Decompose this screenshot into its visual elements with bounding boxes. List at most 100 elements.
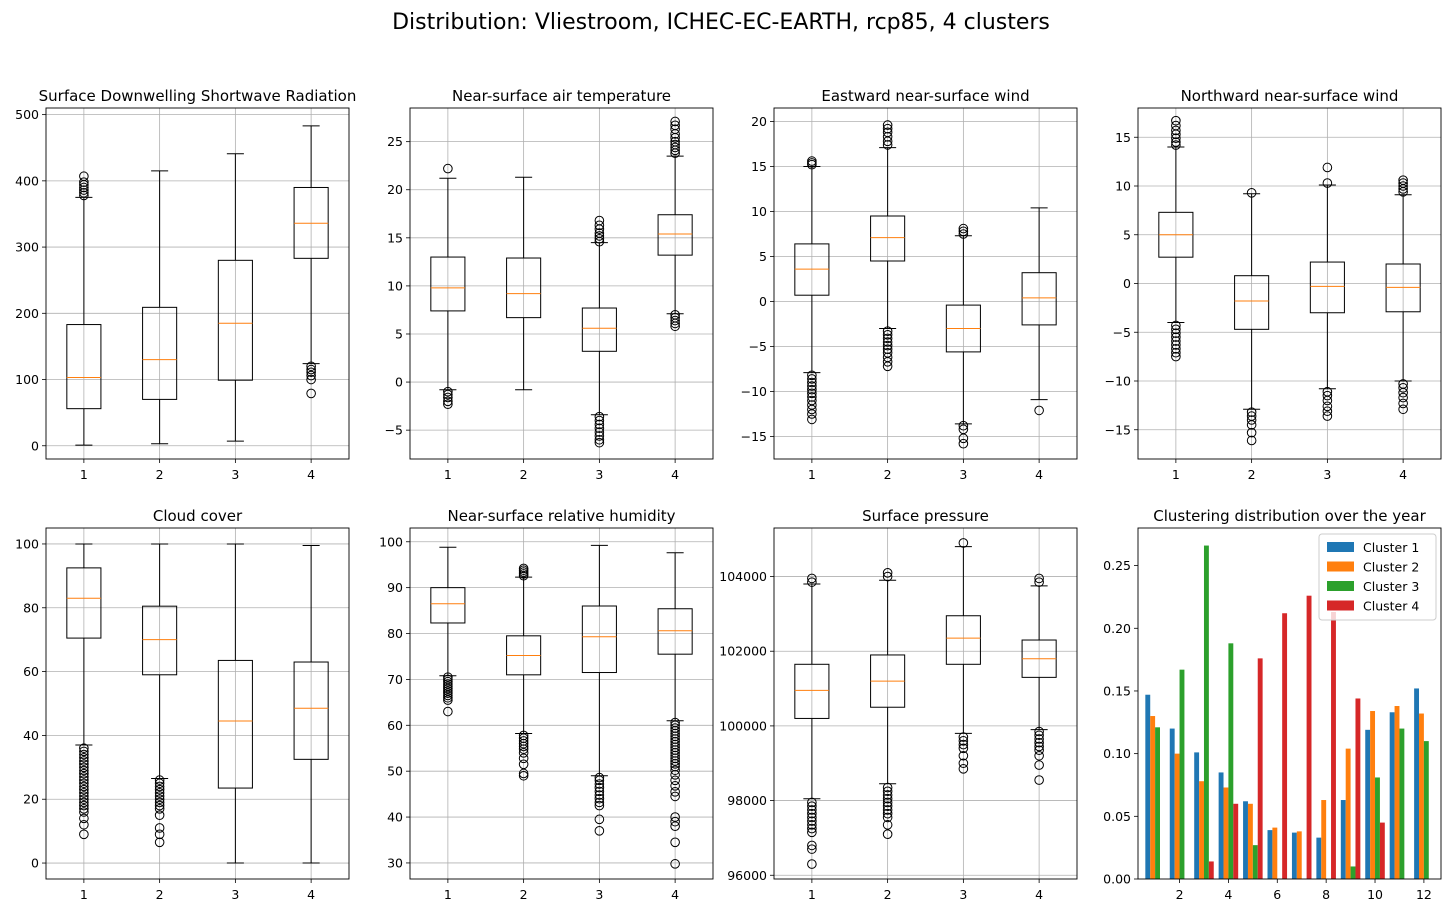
outlier-point <box>1322 395 1333 406</box>
y-tick-label: 20 <box>23 792 39 807</box>
outlier-point <box>79 781 89 792</box>
outlier-point <box>79 182 89 193</box>
outlier-point <box>1398 178 1408 188</box>
box-cluster-2 <box>1234 188 1270 446</box>
axes-frame <box>1137 107 1442 460</box>
outlier-point <box>807 409 817 419</box>
outlier-point <box>79 772 89 782</box>
panel-title: Eastward near-surface wind <box>821 87 1029 105</box>
bar <box>1218 772 1224 879</box>
panel-6: Near-surface relative humidity 30 40 50 60 70… <box>379 507 714 902</box>
bar <box>1272 827 1278 879</box>
x-tick-label: 2 <box>1176 887 1184 902</box>
outlier-point <box>594 800 605 811</box>
outlier-point <box>807 374 817 384</box>
outlier-point <box>443 681 453 692</box>
bar <box>1257 658 1263 879</box>
box-cluster-3 <box>1309 162 1345 421</box>
bar <box>1145 694 1151 879</box>
x-tick-label: 1 <box>444 887 452 902</box>
outlier-point <box>79 749 89 760</box>
y-tick-label: 60 <box>23 664 39 679</box>
outlier-point <box>958 736 969 746</box>
panel-2: Near-surface air temperature −5 0 5 10 15 20 25… <box>385 87 714 482</box>
y-tick-label: 102000 <box>719 644 767 659</box>
outlier-point <box>1171 140 1181 150</box>
y-tick-label: 0.10 <box>1103 746 1131 761</box>
outlier-point <box>882 829 893 839</box>
outlier-point <box>443 392 453 403</box>
outlier-point <box>79 784 89 795</box>
outlier-point <box>79 177 89 187</box>
x-tick-label: 2 <box>884 887 892 902</box>
outlier-point <box>443 690 453 701</box>
y-tick-label: 500 <box>15 107 39 122</box>
outlier-point <box>670 120 680 131</box>
outlier-point <box>807 370 817 381</box>
x-tick-label: 4 <box>1035 467 1043 482</box>
outlier-point <box>807 816 817 826</box>
outlier-point <box>1322 401 1333 412</box>
outlier-point <box>882 568 893 578</box>
outlier-point <box>518 759 529 770</box>
outlier-point <box>807 404 817 415</box>
box-cluster-1 <box>66 543 102 840</box>
legend-swatch <box>1327 561 1354 572</box>
outlier-point <box>443 396 453 407</box>
outlier-point <box>670 812 680 822</box>
box-cluster-3 <box>945 538 981 774</box>
bar <box>1321 800 1327 879</box>
outlier-point <box>882 805 893 815</box>
outlier-point <box>79 775 89 785</box>
outlier-point <box>1171 133 1181 144</box>
y-tick-label: 20 <box>751 114 767 129</box>
legend-swatch <box>1327 581 1354 591</box>
outlier-point <box>958 229 969 239</box>
y-tick-label: 300 <box>15 240 39 255</box>
y-tick-label: 0 <box>31 856 39 871</box>
box-iqr <box>945 615 981 665</box>
panel-5: Cloud cover 0 20 40 60 80 100 1 2 3 4 <box>15 507 350 902</box>
box-cluster-1 <box>430 546 466 717</box>
bar <box>1365 729 1371 879</box>
y-tick-label: 80 <box>23 600 39 615</box>
outlier-point <box>443 672 453 682</box>
box-cluster-4 <box>1021 207 1057 416</box>
outlier-point <box>1171 328 1181 339</box>
outlier-point <box>882 797 893 808</box>
outlier-point <box>670 124 680 134</box>
series-cluster-1 <box>1145 688 1420 879</box>
panel-title: Surface pressure <box>862 507 989 525</box>
box-cluster-1 <box>66 171 102 446</box>
axes-frame <box>409 107 714 460</box>
y-tick-label: 0.25 <box>1103 558 1131 573</box>
box-iqr <box>66 324 102 410</box>
y-tick-label: 25 <box>387 134 403 149</box>
outlier-point <box>154 788 165 798</box>
outlier-point <box>807 820 817 830</box>
outlier-point <box>958 538 969 548</box>
y-tick-label: 10 <box>751 204 767 219</box>
box-cluster-1 <box>794 573 830 869</box>
outlier-point <box>79 752 89 763</box>
outlier-point <box>807 414 817 425</box>
legend-label: Cluster 1 <box>1363 540 1419 555</box>
outlier-point <box>154 778 165 789</box>
bar <box>1291 832 1297 879</box>
bar <box>1350 866 1356 879</box>
y-tick-label: 50 <box>387 764 403 779</box>
outlier-point <box>882 120 893 130</box>
outlier-point <box>670 139 680 150</box>
outlier-point <box>443 399 453 409</box>
outlier-point <box>807 859 817 869</box>
box-iqr <box>581 307 617 352</box>
x-tick-label: 2 <box>884 467 892 482</box>
outlier-point <box>1034 741 1044 752</box>
x-tick-label: 3 <box>231 467 239 482</box>
outlier-point <box>306 388 316 399</box>
y-tick-label: 0 <box>31 438 39 453</box>
outlier-point <box>1034 573 1044 584</box>
outlier-point <box>807 388 817 399</box>
y-tick-label: 0.05 <box>1103 809 1131 824</box>
x-tick-label: 4 <box>307 887 315 902</box>
